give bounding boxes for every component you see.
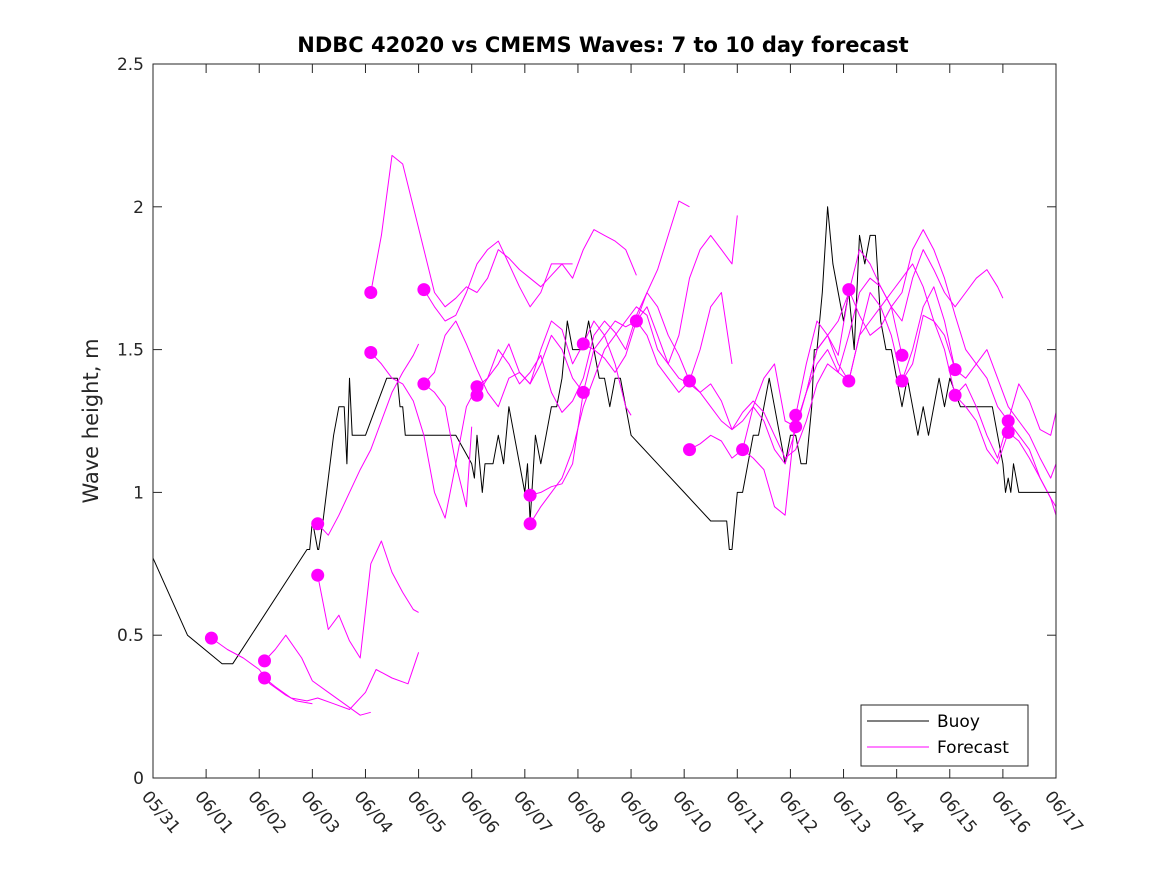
forecast-series-line [423,383,473,508]
y-tick-label: 0.5 [117,626,144,646]
forecast-series-line [901,286,1057,507]
chart-title: NDBC 42020 vs CMEMS Waves: 7 to 10 day f… [297,33,908,57]
forecast-start-marker [576,337,590,351]
forecast-start-marker [683,374,696,388]
y-tick-label: 1 [133,483,144,503]
forecast-series-line [635,277,903,459]
forecast-start-marker [311,568,325,582]
forecast-series-line [689,292,956,459]
y-tick-label: 1.5 [117,341,144,361]
legend-box [860,704,1029,767]
forecast-series-line [1007,432,1057,516]
forecast-start-marker [1001,414,1015,428]
forecast-start-marker [258,671,271,685]
forecast-series-line [423,229,637,322]
forecast-series-line [476,200,690,413]
forecast-series-line [317,540,419,659]
forecast-start-marker [576,385,590,399]
forecast-series-line [848,229,1057,479]
forecast-start-marker [417,283,431,297]
forecast-start-marker [948,363,962,377]
forecast-start-marker [789,408,803,422]
forecast-start-marker [895,374,909,388]
forecast-start-marker [523,488,537,502]
forecast-start-marker [736,443,750,457]
y-tick-label: 2 [133,198,144,218]
forecast-start-marker [364,286,378,299]
forecast-series-line [529,215,738,525]
forecast-start-marker [523,517,537,531]
forecast-series-line [317,343,420,536]
y-tick-label: 0 [133,769,144,789]
forecast-start-marker [842,374,856,388]
forecast-start-marker [470,388,484,402]
forecast-start-marker [311,517,325,531]
forecast-series-line [423,320,584,408]
axes-box [152,63,1057,779]
y-axis-label: Wave height, m [79,338,103,503]
y-tick-label: 2.5 [117,55,144,75]
forecast-start-marker [629,314,643,328]
forecast-start-marker [258,654,271,668]
forecast-start-marker [842,283,856,297]
forecast-series-line [264,634,371,716]
forecast-start-marker [1001,425,1015,439]
forecast-start-marker [895,348,909,362]
forecast-start-marker [789,420,803,434]
legend: Buoy Forecast [860,704,1029,767]
legend-forecast-label: Forecast [937,738,1009,758]
forecast-start-marker [683,443,696,457]
forecast-series-line [742,249,1004,516]
forecast-series-line [370,320,632,519]
forecast-start-marker [948,388,962,402]
legend-buoy-label: Buoy [937,712,980,732]
forecast-start-marker [417,377,431,391]
forecast-series-line [264,652,420,710]
plot-area [152,154,1057,716]
forecast-series-line [795,263,1009,465]
forecast-series-line [370,154,573,308]
forecast-start-marker [364,346,378,359]
forecast-start-marker [204,631,218,645]
